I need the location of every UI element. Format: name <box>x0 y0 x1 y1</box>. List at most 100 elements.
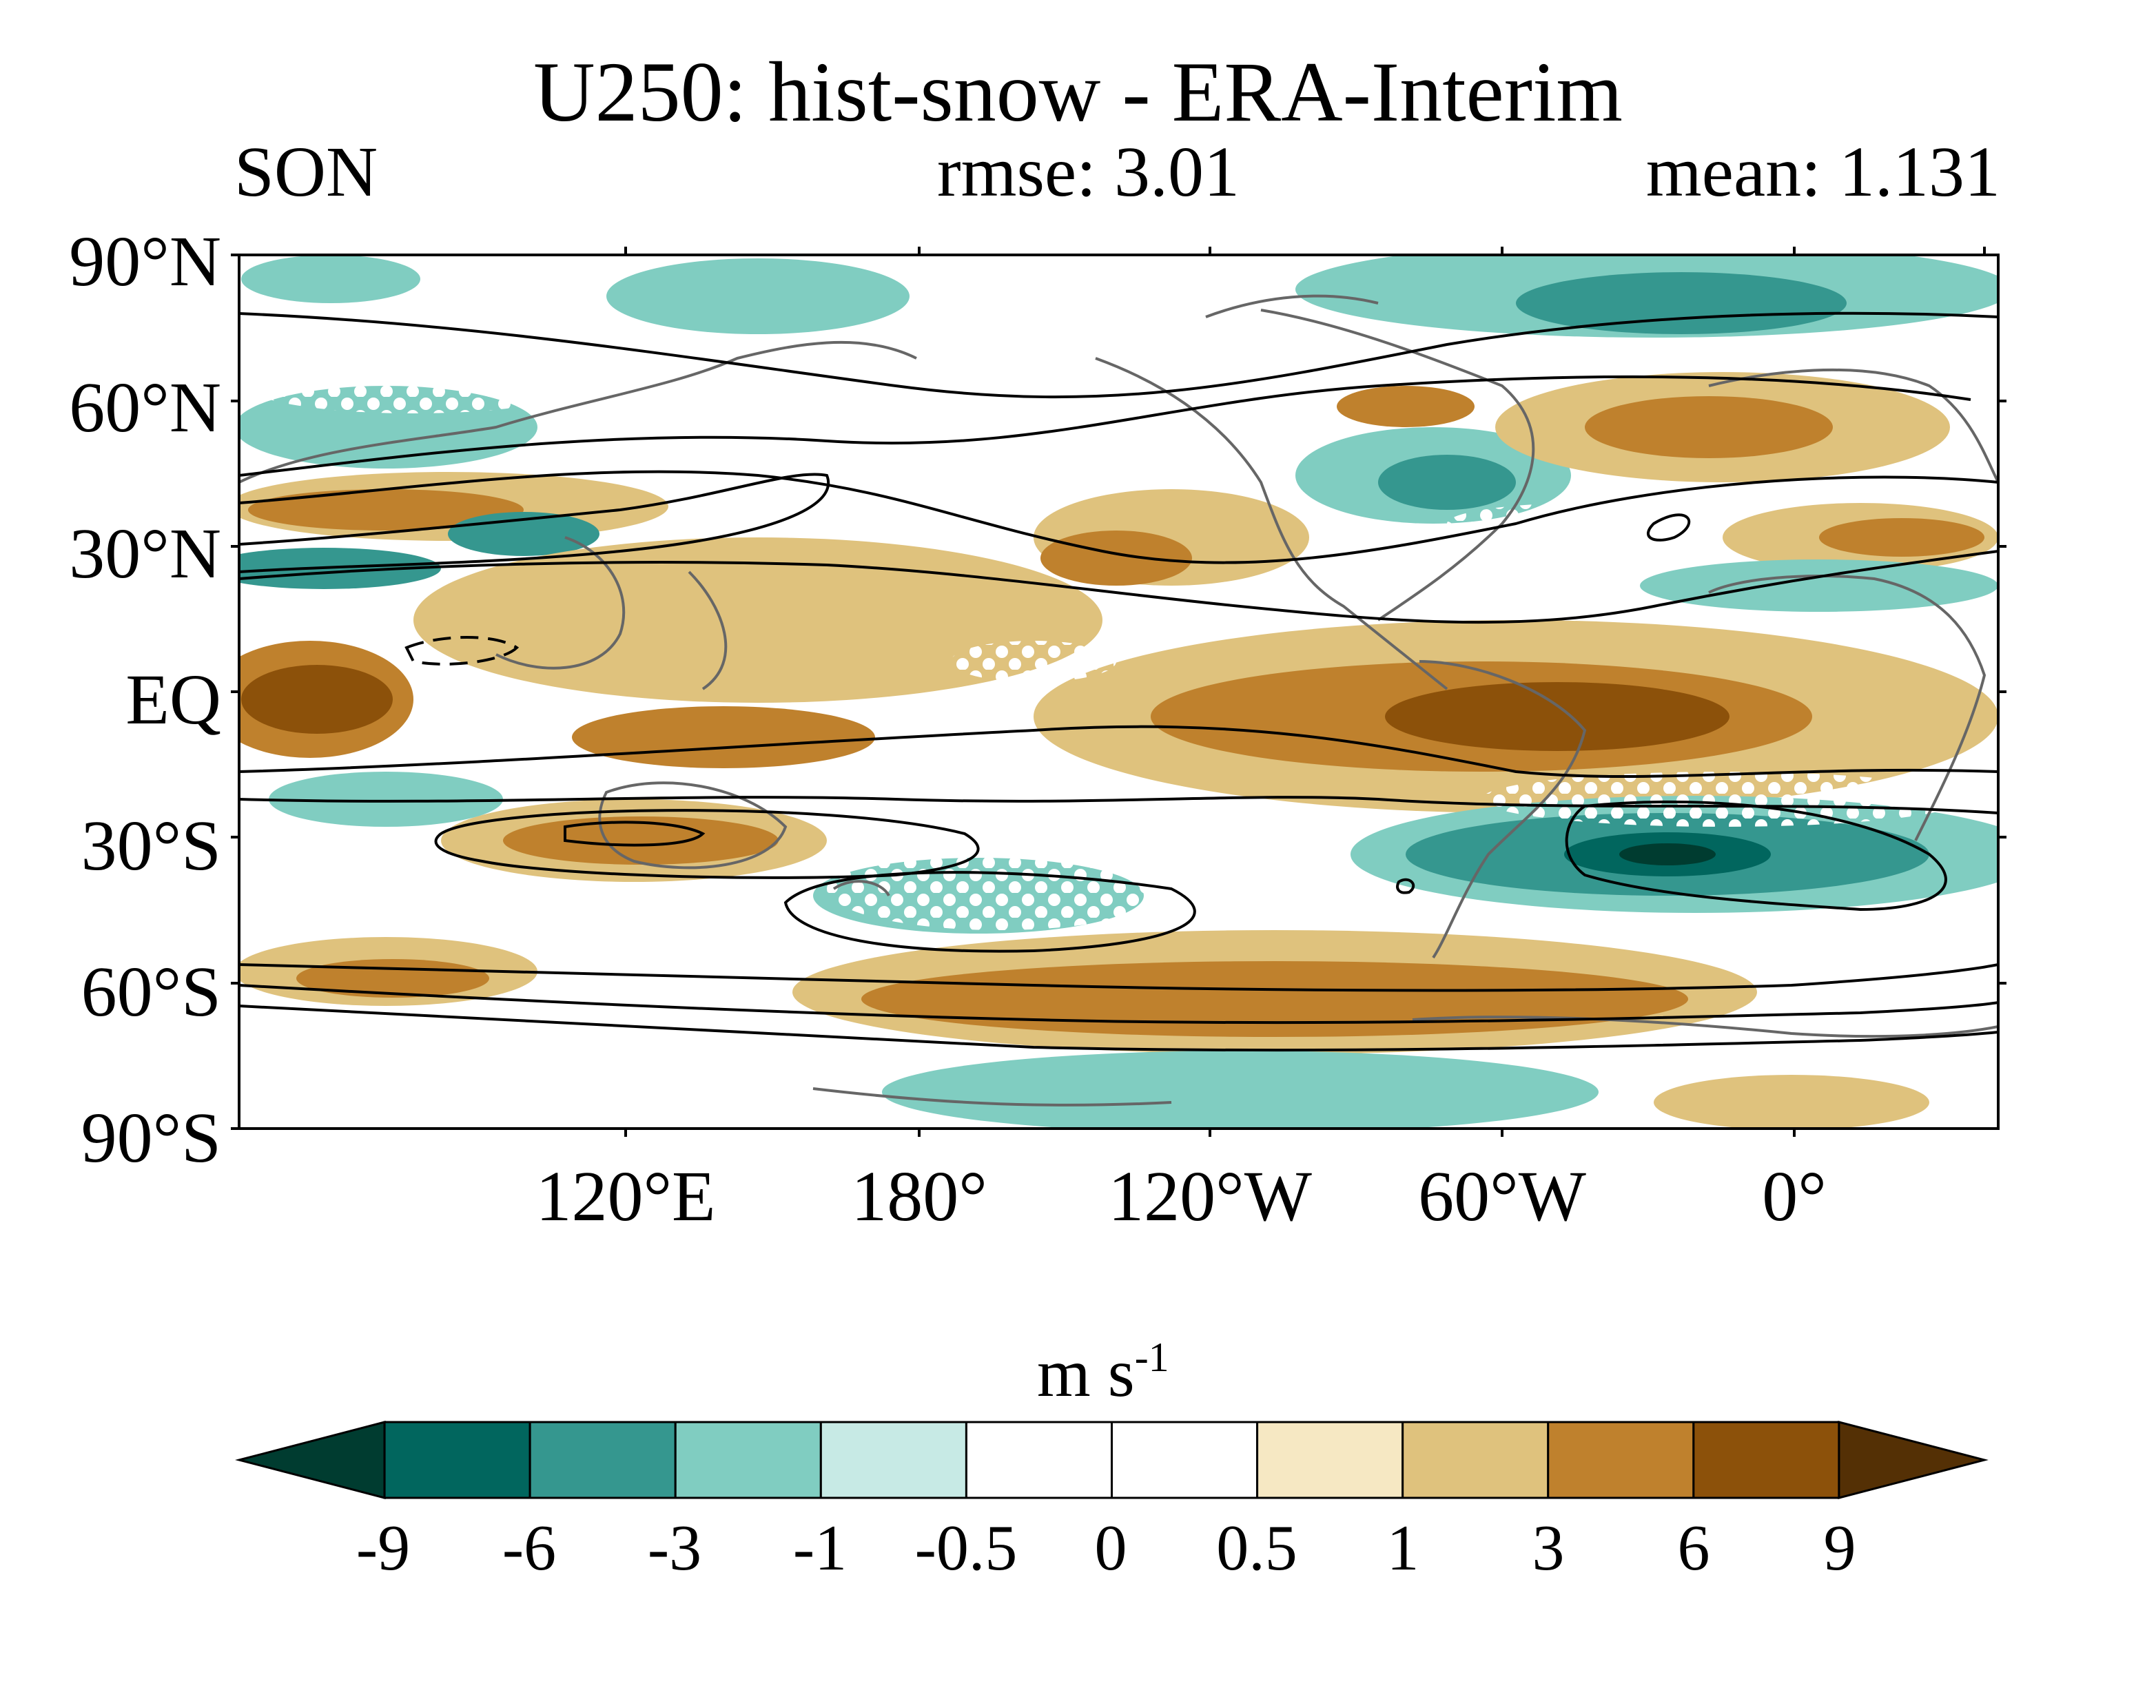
colorbar-tick-label: 6 <box>1677 1512 1710 1584</box>
anomaly-region-positive <box>1654 1075 1929 1129</box>
colorbar-tick-label: 9 <box>1823 1512 1856 1584</box>
coastline <box>1260 309 1535 621</box>
anomaly-region-negative <box>1619 843 1716 865</box>
continent-outlines <box>239 294 1998 1107</box>
colorbar <box>235 1421 1989 1499</box>
contour-line <box>434 809 980 879</box>
contour-line-negative <box>404 636 520 666</box>
lon-label-180: 180° <box>851 1157 987 1236</box>
lon-label-60w: 60°W <box>1418 1157 1586 1236</box>
colorbar-tick-label: -1 <box>792 1512 848 1584</box>
lat-label-30n: 30°N <box>69 514 221 593</box>
anomaly-region-negative <box>1640 559 1998 612</box>
contour-line <box>239 470 1998 564</box>
anomaly-region-negative <box>882 1051 1599 1129</box>
anomaly-region-negative <box>606 258 910 334</box>
colorbar-segment <box>1547 1421 1695 1499</box>
contour-line <box>239 473 830 573</box>
colorbar-segment <box>1256 1421 1404 1499</box>
coastline-europe <box>1708 368 1998 483</box>
mean-label: mean: 1.131 <box>1645 132 2000 212</box>
coastline <box>832 880 890 897</box>
coastline-australia <box>598 781 788 870</box>
coastline-south-america <box>1419 660 1587 959</box>
colorbar-tick-label: 3 <box>1532 1512 1565 1584</box>
coastline <box>688 570 728 690</box>
coastline <box>239 340 917 484</box>
significance-stipple <box>1481 772 1964 827</box>
anomaly-region-positive <box>1040 531 1192 586</box>
anomaly-region-positive <box>861 961 1688 1037</box>
colorbar-segment <box>528 1421 677 1499</box>
colorbar-segment <box>1838 1421 1989 1499</box>
anomaly-region-negative <box>269 772 503 827</box>
season-label: SON <box>234 132 378 212</box>
coastline-north-america <box>1095 357 1448 690</box>
coastline-greenland <box>1205 294 1379 318</box>
lat-label-eq: EQ <box>125 660 221 739</box>
contour-line <box>239 375 1971 477</box>
coastline-africa <box>1708 575 1986 841</box>
colorbar-unit-label: m s-1 <box>1037 1335 1169 1411</box>
contour-line <box>239 963 1998 992</box>
colorbar-segment <box>1692 1421 1840 1499</box>
contour-line <box>239 550 1998 624</box>
colorbar-tick-label: 0.5 <box>1216 1512 1297 1584</box>
climatology-contours <box>239 311 1998 1052</box>
contour-line <box>239 796 1998 814</box>
significance-stipple <box>951 641 1116 682</box>
contour-line <box>239 1005 1998 1052</box>
lat-label-90s: 90°S <box>81 1098 221 1177</box>
anomaly-region-positive <box>1337 386 1475 427</box>
colorbar-tick-label: -3 <box>647 1512 702 1584</box>
lat-label-60n: 60°N <box>69 368 221 447</box>
coastline <box>495 536 626 670</box>
anomaly-region-positive <box>241 665 393 734</box>
anomaly-region-positive <box>296 959 489 998</box>
colorbar-segment <box>383 1421 531 1499</box>
anomaly-region-positive <box>572 706 875 768</box>
anomaly-region-positive <box>413 537 1102 703</box>
colorbar-segment <box>819 1421 967 1499</box>
anomaly-region-negative <box>241 255 420 303</box>
anomaly-region-positive <box>503 816 779 865</box>
figure-title: U250: hist-snow - ERA-Interim <box>533 45 1623 139</box>
anomaly-region-negative <box>1378 455 1516 510</box>
coastline-antarctica <box>1412 1016 1998 1038</box>
rmse-label: rmse: 3.01 <box>937 132 1240 212</box>
contour-line <box>783 871 1196 953</box>
colorbar-segment <box>965 1421 1113 1499</box>
colorbar-tick-label: -9 <box>356 1512 411 1584</box>
contour-line <box>1396 878 1415 894</box>
axis-ticks <box>231 247 2006 1137</box>
colorbar-tick-label: 1 <box>1386 1512 1419 1584</box>
anomaly-region-positive <box>1385 682 1729 751</box>
colorbar-tick-label: -6 <box>502 1512 557 1584</box>
anomaly-region-positive <box>1819 518 1984 557</box>
contour-line <box>1647 513 1691 542</box>
anomaly-region-positive <box>248 489 524 531</box>
significance-stipple <box>772 427 1020 524</box>
contour-line <box>1565 800 1947 912</box>
lat-label-30s: 30°S <box>81 806 221 885</box>
coastline-antarctica <box>812 1087 1172 1107</box>
significance-stipple <box>1447 503 1723 544</box>
colorbar-segment <box>235 1421 386 1499</box>
anomaly-region-positive <box>1585 396 1833 458</box>
significance-stipple <box>827 847 1171 930</box>
colorbar-segment <box>1402 1421 1550 1499</box>
significance-stipple <box>248 358 579 413</box>
colorbar-segment <box>1111 1421 1259 1499</box>
lon-label-0: 0° <box>1762 1157 1827 1236</box>
contour-line <box>239 984 1998 1025</box>
colorbar-tick-label: -0.5 <box>914 1512 1018 1584</box>
contour-line <box>239 311 1998 399</box>
anomaly-region-negative <box>1516 272 1847 334</box>
contour-line <box>564 821 706 847</box>
contour-line <box>239 725 1998 779</box>
lat-label-90n: 90°N <box>69 222 221 301</box>
colorbar-segment <box>674 1421 822 1499</box>
lon-label-120w: 120°W <box>1108 1157 1312 1236</box>
lat-label-60s: 60°S <box>81 952 221 1031</box>
